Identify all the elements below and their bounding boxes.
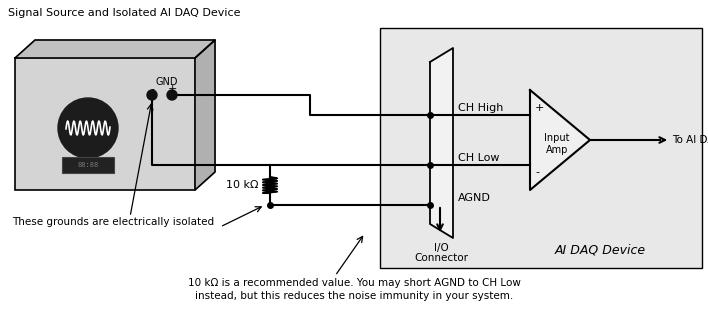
Text: AGND: AGND (458, 193, 491, 203)
Text: These grounds are electrically isolated: These grounds are electrically isolated (12, 217, 214, 227)
Polygon shape (195, 40, 215, 190)
Bar (15, 58, 195, 190)
Circle shape (58, 98, 118, 158)
Text: Input: Input (544, 133, 570, 143)
Bar (62, 157, 114, 173)
Bar (380, 28, 702, 268)
Text: -: - (150, 84, 154, 94)
Polygon shape (530, 90, 590, 190)
Polygon shape (15, 40, 215, 58)
Text: 88:88: 88:88 (77, 162, 98, 168)
Text: Signal Source and Isolated AI DAQ Device: Signal Source and Isolated AI DAQ Device (8, 8, 241, 18)
Text: Amp: Amp (546, 145, 569, 155)
Text: +: + (167, 84, 177, 94)
Text: 10 kΩ: 10 kΩ (226, 180, 258, 190)
Text: Connector: Connector (414, 253, 468, 263)
Text: -: - (535, 167, 539, 177)
Text: CH High: CH High (458, 103, 503, 113)
Text: To AI DAQ: To AI DAQ (672, 135, 708, 145)
Text: instead, but this reduces the noise immunity in your system.: instead, but this reduces the noise immu… (195, 291, 513, 301)
Text: I/O: I/O (433, 243, 448, 253)
Circle shape (147, 90, 157, 100)
Text: +: + (535, 103, 544, 113)
Polygon shape (430, 48, 453, 238)
Text: AI DAQ Device: AI DAQ Device (554, 243, 646, 256)
Text: CH Low: CH Low (458, 153, 500, 163)
Text: GND: GND (156, 77, 178, 87)
Text: 10 kΩ is a recommended value. You may short AGND to CH Low: 10 kΩ is a recommended value. You may sh… (188, 278, 520, 288)
Circle shape (167, 90, 177, 100)
